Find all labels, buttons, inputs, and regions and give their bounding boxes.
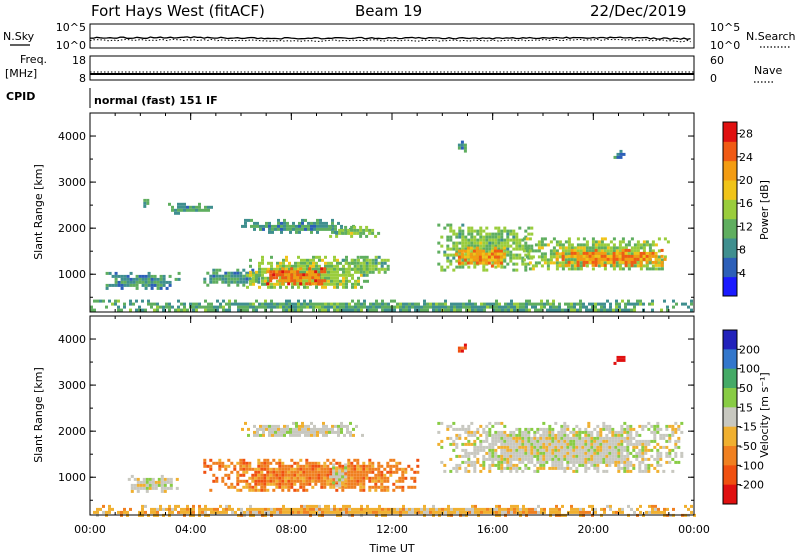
velocity-colorbar-swatch — [723, 484, 737, 505]
velocity-colorbar-tick: 100 — [739, 363, 760, 376]
power-echo-region — [90, 299, 693, 312]
power-ytick-label: 4000 — [58, 130, 86, 143]
velocity-ytick-label: 4000 — [58, 333, 86, 346]
power-ytick-label: 3000 — [58, 176, 86, 189]
velocity-colorbar-swatch — [723, 407, 737, 428]
nave-tick-top: 60 — [710, 54, 724, 67]
velocity-xtick-label: 20:00 — [577, 523, 609, 536]
power-echo-region — [457, 140, 467, 153]
noise-panel: N.Sky 10^5 10^0 10^5 10^0 N.Search — [3, 21, 796, 52]
power-colorbar-swatch — [723, 141, 737, 162]
velocity-colorbar-tick: 200 — [739, 343, 760, 356]
velocity-colorbar-swatch — [723, 388, 737, 408]
velocity-colorbar-swatch — [723, 426, 737, 447]
nsky-tick-top: 10^5 — [56, 21, 86, 34]
nsky-line — [89, 36, 691, 40]
velocity-colorbar-label: Velocity [m s⁻¹] — [758, 372, 771, 457]
velocity-xtick-label: 08:00 — [275, 523, 307, 536]
freq-label: Freq. — [20, 53, 47, 66]
velocity-colorbar-tick: -200 — [739, 479, 764, 492]
power-ylabel: Slant Range [km] — [32, 164, 45, 260]
power-echo-region — [329, 225, 381, 238]
power-colorbar-label: Power [dB] — [758, 180, 771, 240]
freq-tick-top: 18 — [72, 54, 86, 67]
power-colorbar-tick: 20 — [739, 174, 753, 187]
power-echo-region — [241, 218, 355, 234]
power-echo-region — [613, 149, 626, 159]
power-echo-region — [143, 198, 150, 208]
nsearch-tick-bottom: 10^0 — [710, 39, 740, 52]
power-colorbar-tick: 8 — [739, 244, 746, 257]
nave-tick-bottom: 0 — [710, 72, 717, 85]
nsearch-label: N.Search — [746, 30, 796, 43]
power-ytick-label: 1000 — [58, 268, 86, 281]
date-title: 22/Dec/2019 — [590, 2, 686, 20]
power-colorbar-swatch — [723, 122, 737, 142]
power-colorbar-swatch — [723, 257, 737, 278]
velocity-colorbar-tick: 50 — [739, 382, 753, 395]
power-colorbar-swatch — [723, 238, 737, 258]
velocity-xtick-label: 16:00 — [477, 523, 509, 536]
velocity-colorbar-swatch — [723, 349, 737, 370]
velocity-xtick-label: 12:00 — [376, 523, 408, 536]
velocity-colorbar: 200 100 50 15 -15 -50 -100 -200 Velocity [m s⁻¹… — [722, 329, 771, 505]
velocity-echo-region — [457, 343, 467, 353]
velocity-xtick-label: 04:00 — [175, 523, 207, 536]
station-title: Fort Hays West (fitACF) — [91, 2, 265, 20]
velocity-colorbar-tick: -100 — [739, 459, 764, 472]
power-colorbar-tick: 16 — [739, 197, 753, 210]
velocity-panel: 1000 2000 3000 4000 00:00 04:00 08:00 12:00 16:… — [32, 315, 710, 554]
nsearch-tick-top: 10^5 — [710, 21, 740, 34]
power-echo-region — [105, 271, 181, 290]
velocity-xtick-label: 00:00 — [678, 523, 710, 536]
power-colorbar-tick: 28 — [739, 128, 753, 141]
nave-label: Nave — [754, 64, 782, 77]
beam-title: Beam 19 — [355, 2, 422, 20]
power-colorbar-tick: 4 — [739, 267, 746, 280]
velocity-echo-region — [203, 458, 420, 492]
velocity-colorbar-swatch — [723, 446, 737, 466]
power-colorbar-swatch — [723, 160, 737, 181]
power-colorbar-tick: 24 — [739, 151, 753, 164]
velocity-colorbar-swatch — [723, 330, 737, 350]
cpid-mode: normal (fast) 151 IF — [94, 94, 218, 107]
nsearch-line — [89, 38, 691, 43]
freq-tick-bottom: 8 — [79, 72, 86, 85]
power-colorbar-tick: 12 — [739, 220, 753, 233]
velocity-echo-region — [437, 421, 684, 473]
velocity-colorbar-tick: -15 — [739, 421, 757, 434]
power-colorbar-swatch — [723, 218, 737, 239]
velocity-echo-region — [613, 355, 626, 365]
velocity-ytick-label: 2000 — [58, 425, 86, 438]
velocity-colorbar-swatch — [723, 465, 737, 486]
velocity-ytick-label: 1000 — [58, 471, 86, 484]
velocity-ytick-label: 3000 — [58, 379, 86, 392]
velocity-colorbar-tick: -50 — [739, 440, 757, 453]
velocity-echo-region — [329, 463, 348, 488]
nsky-label: N.Sky — [3, 30, 35, 43]
velocity-xtick-label: 00:00 — [74, 523, 106, 536]
power-panel: 1000 2000 3000 4000 Slant Range [km] — [32, 112, 695, 313]
power-colorbar-swatch — [723, 180, 737, 200]
power-echo-region — [266, 267, 327, 286]
power-echo-region — [168, 202, 213, 215]
frequency-panel: Freq. [MHz] 18 8 60 0 Nave — [5, 53, 782, 85]
nsky-tick-bottom: 10^0 — [56, 39, 86, 52]
power-colorbar-swatch — [723, 199, 737, 220]
power-echo-region — [341, 255, 390, 277]
cpid-label: CPID — [6, 90, 35, 103]
power-ytick-label: 2000 — [58, 222, 86, 235]
time-axis-label: Time UT — [368, 542, 414, 554]
velocity-echo-region — [241, 421, 364, 437]
power-colorbar: 4 8 12 16 20 24 28 Power [dB] — [722, 121, 771, 297]
power-echo-region — [454, 246, 506, 268]
freq-unit-label: [MHz] — [5, 67, 37, 80]
velocity-colorbar-tick: 15 — [739, 401, 753, 414]
velocity-echo-region — [127, 474, 179, 493]
power-colorbar-swatch — [723, 276, 737, 297]
velocity-colorbar-swatch — [723, 368, 737, 389]
power-echo-region — [555, 248, 667, 267]
velocity-ylabel: Slant Range [km] — [32, 367, 45, 463]
